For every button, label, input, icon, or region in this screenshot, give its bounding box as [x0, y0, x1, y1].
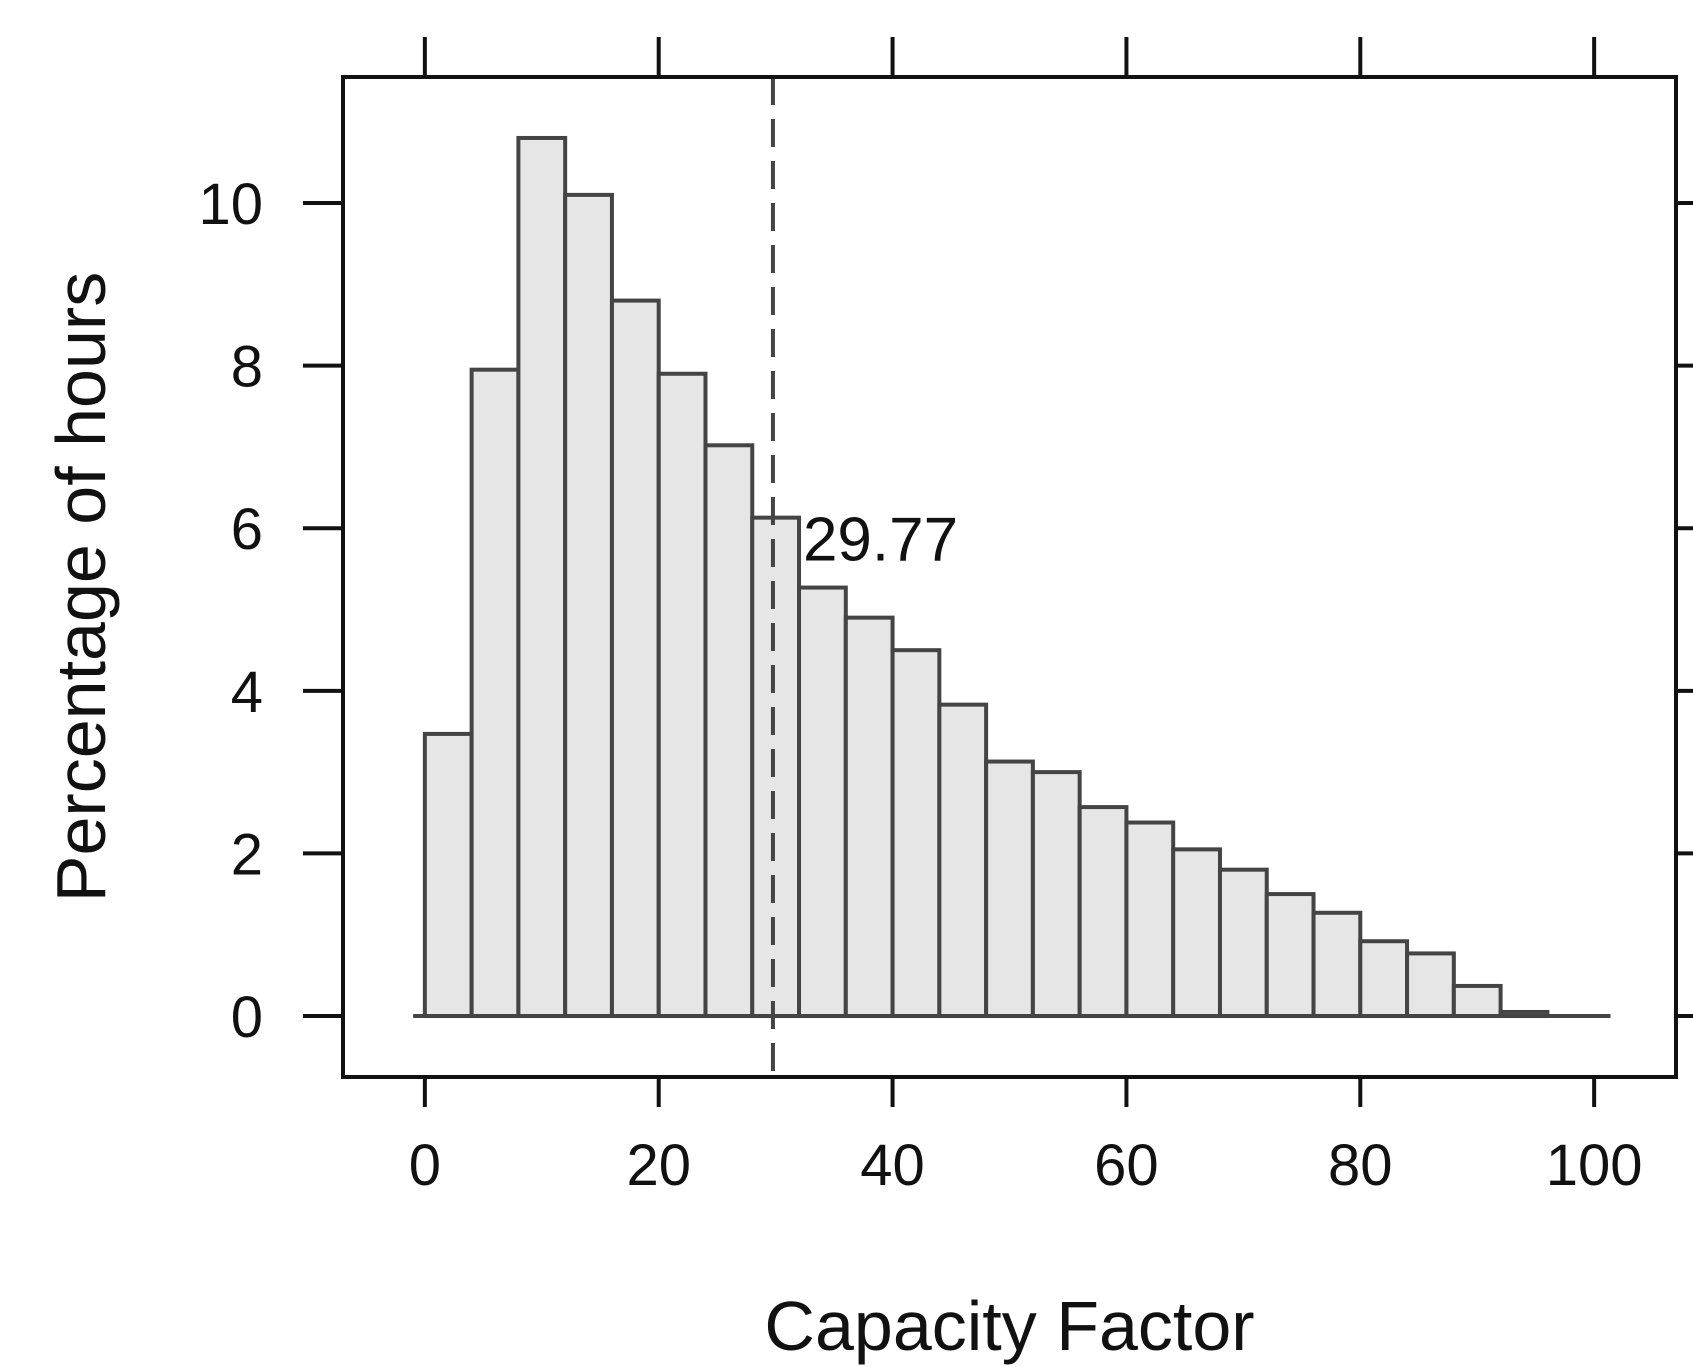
histogram-bar — [609, 298, 661, 1019]
x-tick-label: 0 — [409, 1133, 441, 1198]
x-tick-label: 60 — [1094, 1133, 1159, 1198]
y-tick-label: 6 — [231, 497, 263, 562]
x-axis-title: Capacity Factor — [764, 1287, 1254, 1365]
histogram-bar — [1358, 939, 1410, 1019]
y-axis-title: Percentage of hours — [42, 272, 120, 902]
y-tick-label: 2 — [231, 822, 263, 887]
y-axis: 0 2 4 6 8 10 — [198, 172, 1693, 1050]
histogram-bar — [1451, 983, 1503, 1019]
y-tick-label: 0 — [231, 985, 263, 1050]
histogram-bar — [1405, 951, 1456, 1019]
plot-frame — [341, 75, 1678, 1079]
histogram-bar — [984, 759, 1035, 1019]
y-tick-label: 10 — [198, 172, 263, 237]
histogram-bar — [1217, 867, 1269, 1019]
x-tick-label: 80 — [1328, 1133, 1393, 1198]
x-tick-label: 100 — [1546, 1133, 1643, 1198]
histogram-bar — [469, 367, 521, 1019]
histogram-bar — [1077, 805, 1129, 1019]
histogram-bar — [703, 443, 755, 1019]
histogram-bar — [797, 585, 848, 1019]
reference-line-label: 29.77 — [803, 506, 958, 575]
histogram-bar — [1030, 770, 1082, 1019]
histogram-bar — [563, 192, 614, 1019]
x-tick-label: 40 — [860, 1133, 925, 1198]
x-tick-label: 20 — [626, 1133, 691, 1198]
histogram-bar — [937, 702, 989, 1019]
histogram-bar — [890, 648, 942, 1019]
histogram-bar — [422, 731, 474, 1019]
y-tick-label: 8 — [231, 335, 263, 400]
histogram-bar — [1264, 892, 1316, 1019]
histogram-bar — [1171, 847, 1222, 1019]
histogram-bar — [843, 615, 895, 1019]
histogram-bar — [656, 371, 708, 1019]
histogram-bar — [1311, 910, 1363, 1019]
y-tick-label: 4 — [231, 660, 263, 725]
bars-group — [422, 135, 1550, 1019]
histogram-bar — [1124, 820, 1176, 1019]
x-axis: 0 20 40 60 80 100 — [409, 37, 1643, 1198]
histogram-bar — [750, 515, 802, 1019]
histogram-bar — [516, 135, 568, 1019]
